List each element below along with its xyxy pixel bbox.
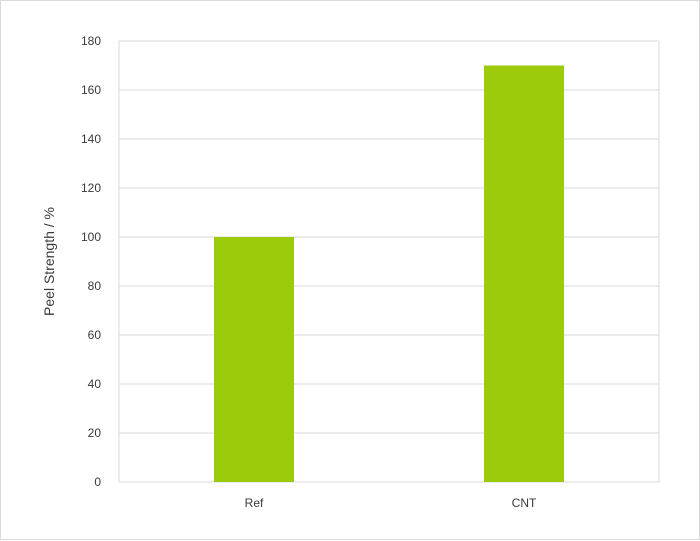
y-tick-label: 80 xyxy=(88,279,102,293)
y-tick-label: 60 xyxy=(88,328,102,342)
y-tick-label: 120 xyxy=(81,181,101,195)
bars xyxy=(214,65,564,482)
y-tick-label: 100 xyxy=(81,230,101,244)
y-tick-label: 140 xyxy=(81,132,101,146)
y-tick-label: 20 xyxy=(88,426,102,440)
bar-ref xyxy=(214,237,294,482)
y-axis-title: Peel Strength / % xyxy=(41,207,57,316)
x-tick-label-cnt: CNT xyxy=(512,496,537,510)
x-tick-labels: Ref CNT xyxy=(245,496,537,510)
y-tick-labels: 0 20 40 60 80 100 120 140 160 180 xyxy=(81,34,101,489)
x-tick-label-ref: Ref xyxy=(245,496,264,510)
y-tick-label: 160 xyxy=(81,83,101,97)
y-tick-label: 0 xyxy=(94,475,101,489)
bar-cnt xyxy=(484,65,564,482)
gridlines xyxy=(118,40,660,483)
y-tick-label: 180 xyxy=(81,34,101,48)
y-tick-label: 40 xyxy=(88,377,102,391)
